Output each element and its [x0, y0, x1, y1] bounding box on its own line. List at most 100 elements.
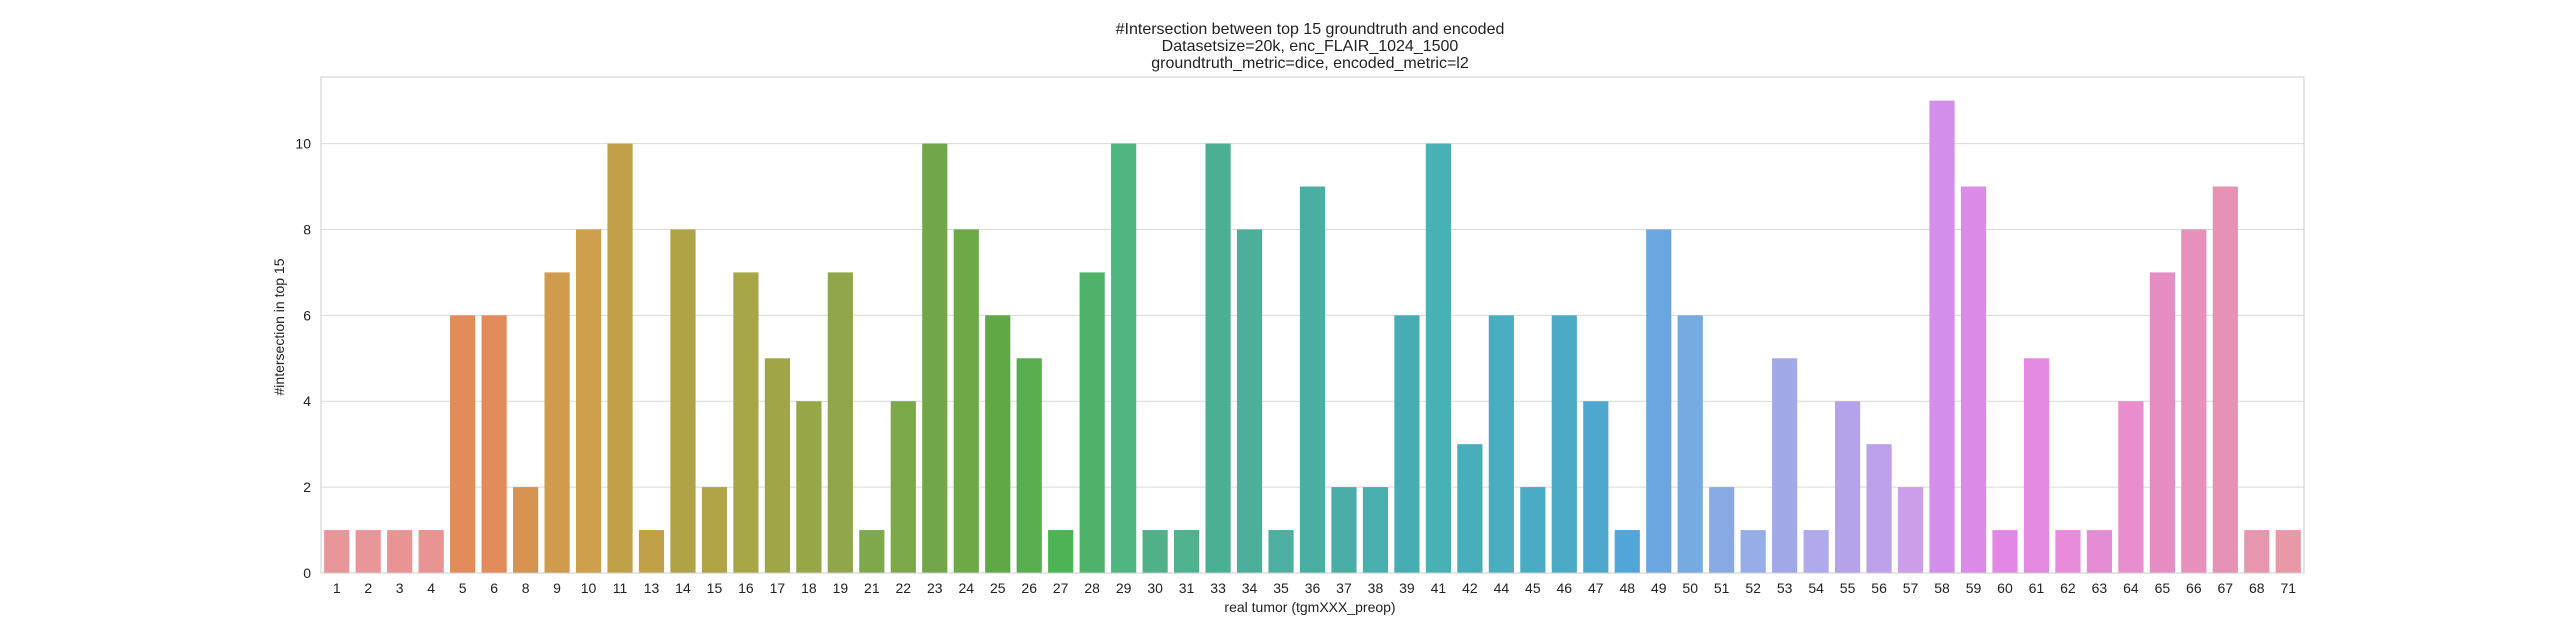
bar-35 [1268, 530, 1294, 573]
x-tick-label-60: 60 [1997, 580, 2013, 596]
bar-54 [1803, 530, 1829, 573]
y-tick-label: 8 [303, 221, 311, 237]
x-tick-label-50: 50 [1682, 580, 1698, 596]
x-tick-label-16: 16 [738, 580, 754, 596]
x-tick-label-36: 36 [1305, 580, 1321, 596]
x-tick-label-42: 42 [1462, 580, 1478, 596]
x-tick-label-25: 25 [990, 580, 1006, 596]
bar-36 [1299, 186, 1326, 573]
x-tick-label-44: 44 [1494, 580, 1510, 596]
bar-34 [1236, 229, 1263, 574]
bar-38 [1362, 487, 1389, 573]
bar-11 [607, 143, 633, 573]
bar-21 [859, 530, 885, 573]
bar-15 [701, 487, 728, 573]
x-tick-label-39: 39 [1399, 580, 1415, 596]
bar-56 [1866, 444, 1892, 573]
x-tick-label-3: 3 [396, 580, 404, 596]
bar-27 [1048, 530, 1074, 573]
bar-49 [1646, 229, 1672, 574]
x-tick-label-71: 71 [2280, 580, 2296, 596]
bar-51 [1709, 487, 1735, 573]
bar-41 [1425, 143, 1451, 573]
x-tick-label-58: 58 [1934, 580, 1950, 596]
bar-67 [2212, 186, 2238, 573]
x-tick-label-57: 57 [1903, 580, 1919, 596]
bars [324, 100, 2301, 574]
x-tick-label-5: 5 [459, 580, 467, 596]
x-tick-label-2: 2 [364, 580, 372, 596]
bar-3 [387, 530, 413, 573]
bar-19 [827, 272, 853, 573]
bar-28 [1079, 272, 1105, 573]
bar-10 [575, 229, 602, 574]
bar-53 [1772, 358, 1798, 573]
x-tick-label-37: 37 [1336, 580, 1352, 596]
x-tick-label-34: 34 [1242, 580, 1258, 596]
bar-44 [1488, 315, 1514, 573]
y-tick-label: 2 [303, 479, 311, 495]
x-tick-label-61: 61 [2029, 580, 2045, 596]
bar-45 [1520, 487, 1546, 573]
bar-39 [1394, 315, 1420, 573]
x-tick-label-63: 63 [2092, 580, 2108, 596]
x-tick-label-13: 13 [644, 580, 660, 596]
x-tick-label-21: 21 [864, 580, 880, 596]
bar-48 [1614, 530, 1640, 573]
bar-42 [1457, 444, 1483, 573]
x-tick-label-38: 38 [1368, 580, 1384, 596]
bar-57 [1897, 487, 1924, 573]
y-tick-label: 0 [303, 565, 311, 581]
bar-68 [2244, 530, 2270, 573]
x-tick-label-55: 55 [1840, 580, 1856, 596]
y-axis-label: #intersection in top 15 [271, 258, 287, 395]
x-tick-label-51: 51 [1714, 580, 1730, 596]
x-tick-label-1: 1 [333, 580, 341, 596]
bar-37 [1331, 487, 1357, 573]
bar-30 [1142, 530, 1168, 573]
bar-17 [764, 358, 790, 573]
bar-23 [922, 143, 948, 573]
x-tick-label-30: 30 [1147, 580, 1163, 596]
y-tick-label: 6 [303, 307, 311, 323]
x-tick-label-9: 9 [553, 580, 561, 596]
bar-60 [1992, 530, 2018, 573]
bar-6 [481, 315, 507, 573]
x-tick-label-65: 65 [2155, 580, 2171, 596]
bar-64 [2118, 401, 2144, 573]
x-tick-label-64: 64 [2123, 580, 2139, 596]
bar-46 [1551, 315, 1577, 573]
x-tick-label-47: 47 [1588, 580, 1604, 596]
y-tick-label: 4 [303, 393, 311, 409]
bar-50 [1677, 315, 1703, 573]
x-tick-label-14: 14 [675, 580, 691, 596]
x-tick-label-45: 45 [1525, 580, 1541, 596]
x-tick-label-31: 31 [1179, 580, 1195, 596]
x-tick-label-4: 4 [427, 580, 435, 596]
bar-59 [1960, 186, 1987, 573]
bar-14 [670, 229, 696, 574]
x-tick-labels: 1 2 3 4 5 6 8 9 10 11 13 14 15 16 17 18 19 21 22 23 24 25 26 27… [333, 580, 2296, 596]
x-tick-label-6: 6 [490, 580, 498, 596]
x-tick-label-68: 68 [2249, 580, 2265, 596]
plot-frame [320, 76, 2305, 574]
bar-31 [1174, 530, 1200, 573]
bar-29 [1111, 143, 1137, 573]
bar-22 [890, 401, 916, 573]
x-tick-label-54: 54 [1808, 580, 1824, 596]
chart-title-line-3: groundtruth_metric=dice, encoded_metric=… [1151, 55, 1469, 72]
bar-61 [2023, 358, 2050, 573]
y-tick-label: 10 [295, 136, 311, 152]
bar-26 [1016, 358, 1042, 573]
x-tick-label-10: 10 [581, 580, 597, 596]
x-tick-label-19: 19 [833, 580, 849, 596]
bar-18 [796, 401, 822, 573]
bar-52 [1740, 530, 1766, 573]
x-tick-label-26: 26 [1021, 580, 1037, 596]
bar-62 [2055, 530, 2081, 573]
x-tick-label-29: 29 [1116, 580, 1132, 596]
chart-title-line-2: Datasetsize=20k, enc_FLAIR_1024_1500 [1162, 38, 1459, 55]
x-tick-label-41: 41 [1431, 580, 1447, 596]
x-tick-label-56: 56 [1871, 580, 1887, 596]
